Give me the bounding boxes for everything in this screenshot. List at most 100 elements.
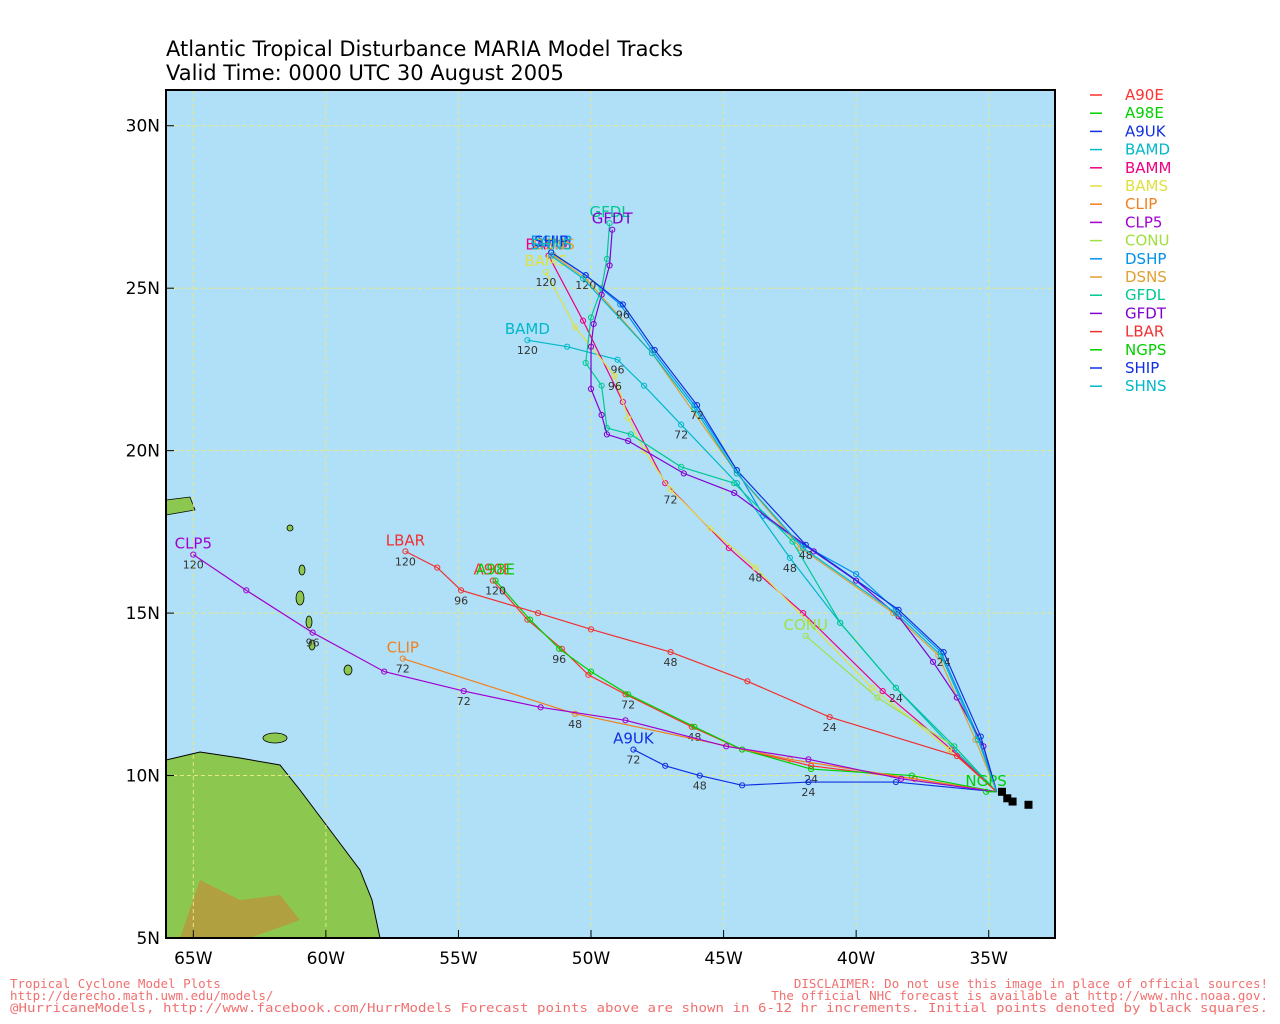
forecast-point: [786, 554, 793, 561]
hour-label: 96: [608, 380, 622, 393]
hour-label: 72: [457, 695, 471, 708]
forecast-point: [800, 609, 807, 617]
forecast-point: [611, 372, 618, 380]
model-label: SHIP: [534, 232, 568, 250]
hour-label: 24: [889, 692, 903, 705]
forecast-point: [807, 765, 815, 773]
y-tick-label: 30N: [126, 117, 160, 137]
forecast-point: [982, 788, 990, 795]
forecast-point: [399, 655, 406, 662]
forecast-point: [603, 424, 611, 432]
forecast-point: [606, 220, 613, 227]
y-tick-label: 5N: [136, 929, 160, 949]
x-tick-label: 65W: [174, 949, 213, 969]
forecast-point: [662, 480, 669, 487]
track-line: [495, 580, 997, 793]
forecast-point: [434, 564, 441, 571]
legend-label: A90E: [1125, 86, 1164, 104]
forecast-point: [648, 350, 656, 357]
legend-label: GFDL: [1125, 286, 1166, 304]
forecast-point: [752, 564, 759, 571]
legend-label: A98E: [1125, 104, 1164, 122]
forecast-point: [492, 577, 499, 584]
track-line: [405, 550, 998, 793]
forecast-point: [548, 249, 555, 256]
forecast-point: [725, 545, 732, 552]
hour-label: 96: [306, 637, 320, 650]
legend-label: BAMM: [1125, 159, 1171, 177]
forecast-point: [696, 772, 703, 779]
forecast-point: [731, 480, 738, 487]
forecast-point: [582, 359, 589, 367]
x-tick-label: 55W: [439, 949, 478, 969]
forecast-point: [731, 489, 738, 496]
forecast-point: [603, 431, 611, 438]
hour-label: 120: [575, 279, 596, 292]
model-label: DSHP: [531, 232, 572, 250]
hour-label: 72: [664, 494, 678, 507]
forecast-point: [587, 385, 595, 393]
hour-label: 48: [568, 718, 582, 731]
initial-point: [1024, 800, 1033, 809]
hour-label: 48: [748, 572, 762, 585]
hour-label: 120: [535, 276, 556, 289]
forecast-point: [598, 382, 605, 389]
y-tick-label: 10N: [126, 767, 160, 787]
forecast-point: [309, 629, 316, 636]
hour-label: 72: [396, 663, 410, 676]
forecast-point: [590, 320, 597, 328]
forecast-point: [243, 587, 250, 594]
hour-label: 72: [674, 429, 688, 442]
forecast-point: [625, 691, 632, 698]
forecast-point: [951, 743, 958, 750]
forecast-point: [680, 470, 687, 477]
forecast-point: [892, 778, 900, 786]
legend-label: DSHP: [1125, 250, 1166, 268]
hour-label: 120: [183, 559, 204, 572]
forecast-point: [945, 746, 953, 753]
legend-label: CLIP: [1125, 195, 1157, 213]
forecast-point: [587, 343, 595, 350]
forecast-point: [691, 405, 698, 412]
hour-label: 120: [395, 555, 416, 568]
model-label: LBAR: [386, 531, 425, 549]
forecast-point: [579, 317, 587, 324]
forecast-point: [733, 470, 740, 477]
model-label: DSNS: [533, 236, 575, 254]
hour-label: 24: [823, 721, 837, 734]
forecast-point: [805, 756, 812, 763]
track-line: [590, 229, 998, 792]
forecast-point: [874, 694, 881, 701]
forecast-point: [627, 431, 634, 438]
initial-point: [1003, 794, 1012, 803]
model-label: A98E: [476, 561, 515, 579]
forecast-point: [810, 548, 817, 555]
x-tick-label: 45W: [704, 949, 743, 969]
hour-label: 120: [485, 585, 506, 598]
model-label: CLP5: [175, 535, 212, 553]
forecast-point: [802, 632, 809, 639]
forecast-point: [572, 324, 579, 331]
forecast-point: [524, 337, 531, 344]
forecast-point: [953, 752, 960, 760]
forecast-point: [534, 609, 542, 617]
forecast-point: [190, 551, 197, 558]
forecast-point: [678, 463, 685, 470]
legend-label: GFDT: [1125, 304, 1167, 322]
forecast-point: [587, 626, 595, 633]
footer-right: DISCLAIMER: Do not use this image in pla…: [794, 976, 1268, 991]
forecast-point: [667, 486, 674, 493]
track-line: [545, 271, 998, 793]
forecast-point: [457, 587, 465, 594]
model-label: BAMD: [505, 320, 550, 338]
hour-label: 120: [517, 344, 538, 357]
legend-label: DSNS: [1125, 268, 1167, 286]
forecast-point: [625, 415, 632, 422]
legend-label: BAMS: [1125, 177, 1168, 195]
legend-label: A9UK: [1125, 122, 1167, 140]
initial-point: [997, 787, 1006, 796]
forecast-point: [537, 704, 544, 711]
forecast-point: [598, 291, 605, 298]
model-label: NGPS: [965, 772, 1006, 790]
